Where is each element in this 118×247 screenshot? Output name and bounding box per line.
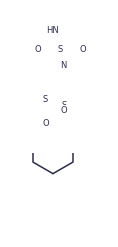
Text: O: O <box>35 45 41 54</box>
Text: O: O <box>43 119 49 128</box>
Text: S: S <box>62 101 67 110</box>
Text: S: S <box>58 45 63 54</box>
Text: O: O <box>60 106 67 115</box>
Text: S: S <box>42 95 48 104</box>
Text: O: O <box>79 45 86 54</box>
Text: HN: HN <box>46 26 58 35</box>
Text: N: N <box>60 61 66 70</box>
